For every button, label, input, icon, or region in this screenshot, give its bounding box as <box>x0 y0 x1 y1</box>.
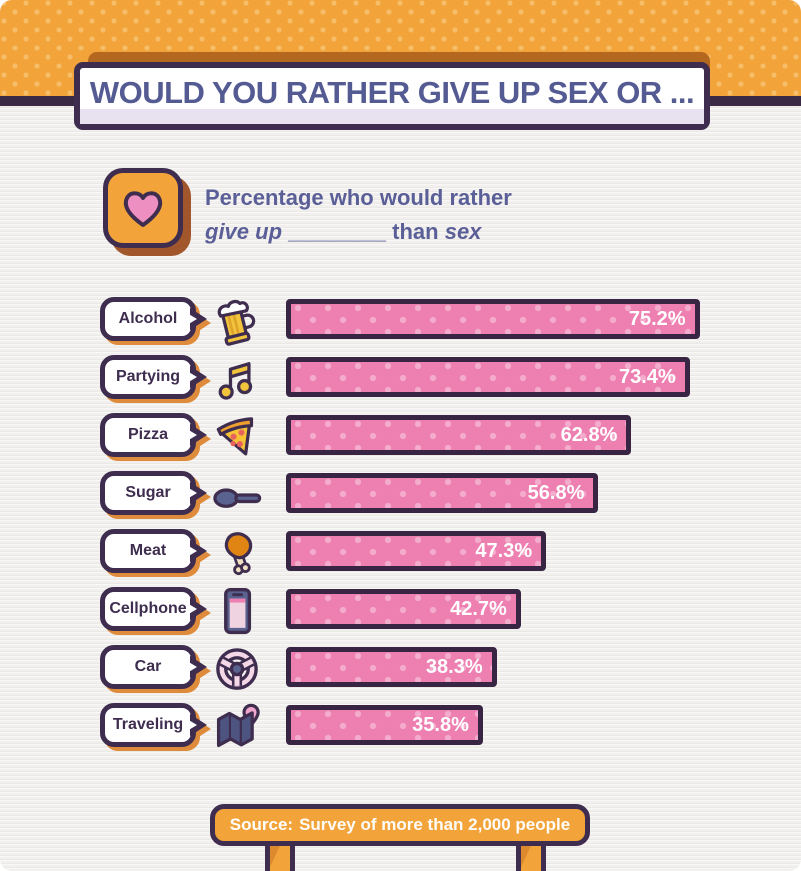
category-label: Pizza <box>127 426 168 443</box>
chart-row-meat: Meat 47.3% <box>0 524 801 582</box>
bar: 35.8% <box>286 705 483 745</box>
map-icon <box>207 699 267 755</box>
chart-row-cellphone: Cellphone 42.7% <box>0 582 801 640</box>
category-label: Meat <box>129 542 167 559</box>
chart-row-partying: Partying 73.4% <box>0 350 801 408</box>
chart-row-traveling: Traveling 35.8% <box>0 698 801 756</box>
bar-value: 73.4% <box>618 365 676 388</box>
page-title: WOULD YOU RATHER GIVE UP SEX OR ... <box>89 75 695 110</box>
category-bubble: Pizza <box>100 413 207 457</box>
beer-icon <box>207 293 267 349</box>
heart-icon <box>103 168 183 248</box>
drumstick-icon <box>207 525 267 581</box>
steering-wheel-icon <box>207 641 267 697</box>
bar: 73.4% <box>286 357 690 397</box>
category-label: Sugar <box>125 484 171 501</box>
subtitle-line2: give up ________ than sex <box>205 219 482 244</box>
bar: 56.8% <box>286 473 599 513</box>
bar: 47.3% <box>286 531 547 571</box>
category-bubble: Car <box>100 645 207 689</box>
chart-row-pizza: Pizza 62.8% <box>0 408 801 466</box>
category-label: Cellphone <box>109 600 187 617</box>
bar-value: 35.8% <box>412 713 469 736</box>
music-notes-icon <box>207 351 267 407</box>
subtitle-line1: Percentage who would rather <box>205 185 512 210</box>
sign-leg-right <box>516 842 546 871</box>
bar-value: 42.7% <box>450 597 507 620</box>
bar: 42.7% <box>286 589 521 629</box>
category-bubble: Alcohol <box>100 297 207 341</box>
chart-row-alcohol: Alcohol 75.2% <box>0 292 801 350</box>
bar-value: 38.3% <box>425 655 483 678</box>
title-box: WOULD YOU RATHER GIVE UP SEX OR ... <box>74 62 710 130</box>
category-label: Alcohol <box>118 310 178 327</box>
title-box-accent-strip <box>80 109 704 124</box>
bar-value: 62.8% <box>560 423 618 446</box>
pizza-icon <box>207 409 267 465</box>
category-label: Car <box>134 658 162 675</box>
chart-row-sugar: Sugar 56.8% <box>0 466 801 524</box>
bar-chart: Alcohol 75.2% Partying <box>0 292 801 756</box>
source-text: Survey of more than 2,000 people <box>299 815 571 834</box>
category-bubble: Cellphone <box>100 587 207 631</box>
cellphone-icon <box>207 583 267 639</box>
bar-value: 75.2% <box>628 307 686 330</box>
bar-value: 56.8% <box>527 481 585 504</box>
heart-icon-glyph <box>123 191 163 227</box>
bar: 62.8% <box>286 415 632 455</box>
category-bubble: Partying <box>100 355 207 399</box>
chart-row-car: Car 38.3% <box>0 640 801 698</box>
category-bubble: Meat <box>100 529 207 573</box>
bar-value: 47.3% <box>475 539 533 562</box>
category-bubble: Sugar <box>100 471 207 515</box>
source-sign: Source: Survey of more than 2,000 people <box>210 804 590 846</box>
source-prefix: Source: <box>229 815 294 834</box>
category-bubble: Traveling <box>100 703 207 747</box>
sign-leg-left <box>265 842 295 871</box>
bar: 38.3% <box>286 647 497 687</box>
bar: 75.2% <box>286 299 700 339</box>
chart-subtitle: Percentage who would rather give up ____… <box>205 181 512 249</box>
category-label: Traveling <box>112 716 184 733</box>
category-label: Partying <box>115 368 180 385</box>
sugar-spoon-icon <box>207 467 267 523</box>
